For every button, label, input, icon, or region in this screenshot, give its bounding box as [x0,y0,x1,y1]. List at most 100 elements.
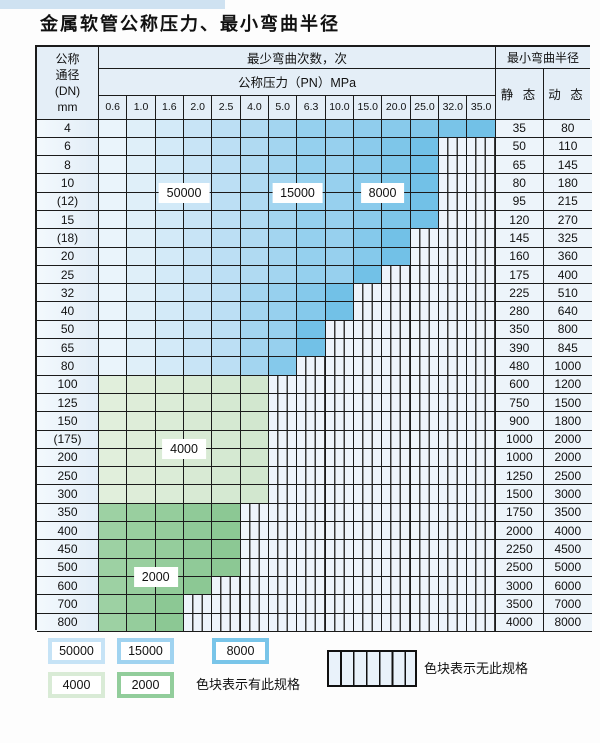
static-radius-cell: 145 [495,229,544,248]
spec-cell [439,522,468,541]
spec-cell [297,137,326,157]
spec-cell [467,357,496,376]
spec-table: 公称 通径 (DN) mm 最少弯曲次数，次 最小弯曲半径 公称压力（PN）MP… [35,45,592,632]
spec-cell [325,522,355,541]
spec-cell [212,119,241,138]
spec-cell [410,192,440,211]
static-radius-cell: 1000 [495,430,544,449]
spec-cell [184,613,213,632]
spec-cell [410,430,440,449]
spec-cell [467,558,496,577]
spec-cell [240,540,270,559]
spec-cell [439,137,468,157]
spec-cell [297,485,326,504]
spec-cell [269,485,298,504]
spec-cell [184,576,213,596]
legend-swatch-50000: 50000 [48,638,105,664]
spec-cell [382,613,411,632]
dn-cell: 4 [37,119,99,138]
spec-cell [297,265,326,285]
spec-cell [127,265,156,285]
spec-cell [155,210,185,230]
spec-cell [99,412,128,431]
spec-cell [354,320,383,340]
spec-cell [410,320,440,340]
spec-cell [467,265,496,285]
dn-cell: 125 [37,393,99,413]
spec-cell [410,302,440,321]
pressure-header: 公称压力（PN）MPa [99,68,496,96]
spec-cell [439,613,468,632]
spec-cell [297,503,326,523]
spec-cell [354,613,383,632]
dynamic-radius-cell: 640 [543,302,592,321]
dn-cell: 250 [37,467,99,486]
spec-cell [467,430,496,449]
spec-cell [297,375,326,394]
spec-cell [99,302,128,321]
spec-cell [382,558,411,577]
spec-cell [269,265,298,285]
spec-cell [410,284,440,303]
dynamic-radius-cell: 5000 [543,558,592,577]
spec-cell [212,247,241,266]
spec-cell [410,393,440,413]
static-radius-cell: 280 [495,302,544,321]
spec-cell [439,485,468,504]
spec-cell [467,503,496,523]
spec-cell [410,467,440,486]
spec-cell [155,467,185,486]
legend-swatch-15000: 15000 [117,638,174,664]
spec-cell [325,210,355,230]
spec-cell [467,339,496,358]
spec-cell [382,595,411,614]
static-radius-cell: 2250 [495,540,544,559]
table-row: 20 160 360 [37,247,592,266]
spec-cell [127,137,156,157]
spec-cell [297,448,326,468]
spec-cell [382,229,411,248]
dynamic-radius-cell: 2000 [543,448,592,468]
spec-cell [382,247,411,266]
spec-cell [212,522,241,541]
spec-cell [467,522,496,541]
static-radius-cell: 95 [495,192,544,211]
spec-cell [467,174,496,193]
spec-cell [99,174,128,193]
spec-cell [297,522,326,541]
spec-cell [382,540,411,559]
dn-cell: 800 [37,613,99,632]
dn-cell: 32 [37,284,99,303]
static-radius-cell: 3500 [495,595,544,614]
dynamic-radius-cell: 4000 [543,522,592,541]
spec-cell [410,265,440,285]
spec-cell [240,595,270,614]
spec-cell [240,393,270,413]
pn-value-cell: 35.0 [467,95,496,120]
dynamic-radius-cell: 325 [543,229,592,248]
spec-cell [467,320,496,340]
spec-cell [269,576,298,596]
dynamic-header: 动 态 [544,68,590,120]
spec-cell [382,430,411,449]
static-radius-cell: 120 [495,210,544,230]
static-radius-cell: 3000 [495,576,544,596]
spec-cell [184,467,213,486]
spec-cell [382,448,411,468]
table-row: 50 350 800 [37,320,592,340]
spec-cell [439,375,468,394]
spec-cell [240,156,270,175]
spec-cell [439,576,468,596]
spec-cell [354,375,383,394]
legend-swatch-label: 15000 [121,642,170,660]
top-strip [0,0,225,9]
spec-cell [155,339,185,358]
spec-cell [354,210,383,230]
spec-cell [297,229,326,248]
dn-cell: 200 [37,448,99,468]
spec-cell [297,393,326,413]
spec-cell [155,302,185,321]
spec-cell [410,156,440,175]
spec-cell [467,540,496,559]
spec-cell [240,229,270,248]
